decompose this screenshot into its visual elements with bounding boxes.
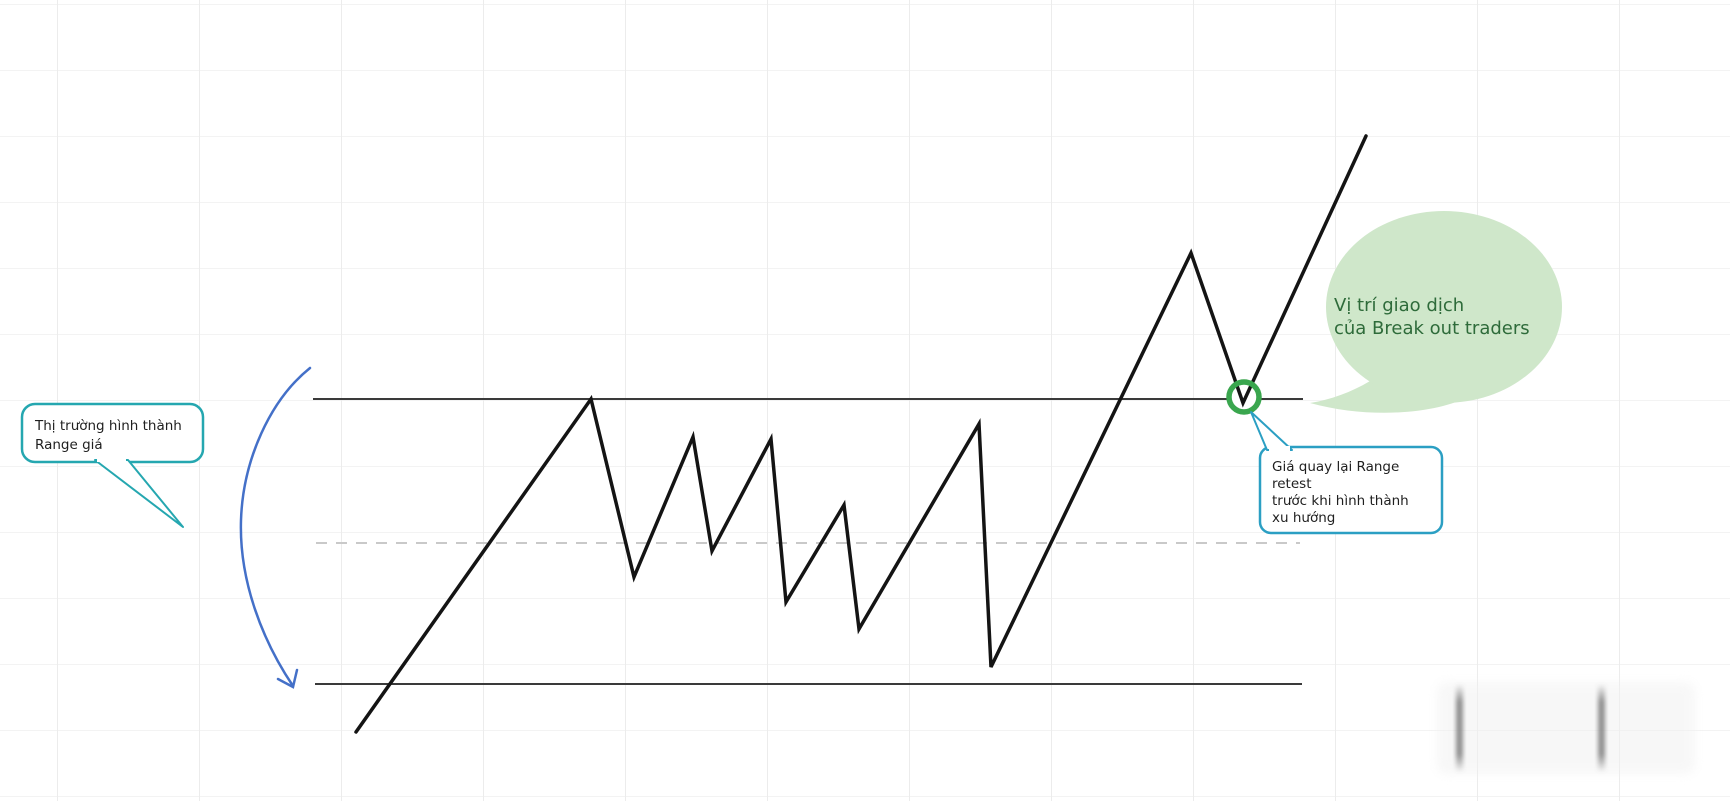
breakout-bubble-body (1326, 211, 1562, 403)
range-span-arrow (239, 366, 312, 689)
market-range-callout-tail-join (97, 456, 126, 462)
watermark-smudge (1437, 682, 1695, 774)
retest-callout-text-line1: Giá quay lại Range (1272, 459, 1399, 475)
breakout-bubble: Vị trí giao dịch của Break out traders (1310, 211, 1562, 413)
retest-callout-text-line4: xu hướng (1272, 510, 1335, 526)
market-range-callout-tail (94, 459, 184, 528)
retest-callout-text-line3: trước khi hình thành (1272, 493, 1409, 509)
retest-marker-circle (1226, 379, 1262, 415)
market-range-callout-text-line2: Range giá (35, 437, 103, 453)
retest-callout-box (1258, 445, 1444, 535)
breakout-bubble-text-line2: của Break out traders (1334, 318, 1530, 339)
watermark-smudge-backdrop (1437, 682, 1695, 774)
range-span-arrow-curve (239, 366, 312, 688)
retest-callout-text-line2: retest (1272, 476, 1312, 492)
arrowhead-icon (276, 668, 299, 689)
price-line (354, 134, 1368, 734)
retest-callout-tail (1250, 411, 1293, 451)
market-range-callout: Thị trường hình thành Range giá (20, 402, 205, 528)
retest-callout-tail-join (1269, 446, 1290, 452)
breakout-bubble-text-line1: Vị trí giao dịch (1334, 295, 1464, 316)
watermark-smudge-stroke-right (1598, 684, 1605, 772)
watermark-smudge-stroke-left (1456, 684, 1463, 772)
retest-callout: Giá quay lại Range retest trước khi hình… (1250, 411, 1444, 535)
market-range-callout-text-line1: Thị trường hình thành (34, 418, 182, 434)
